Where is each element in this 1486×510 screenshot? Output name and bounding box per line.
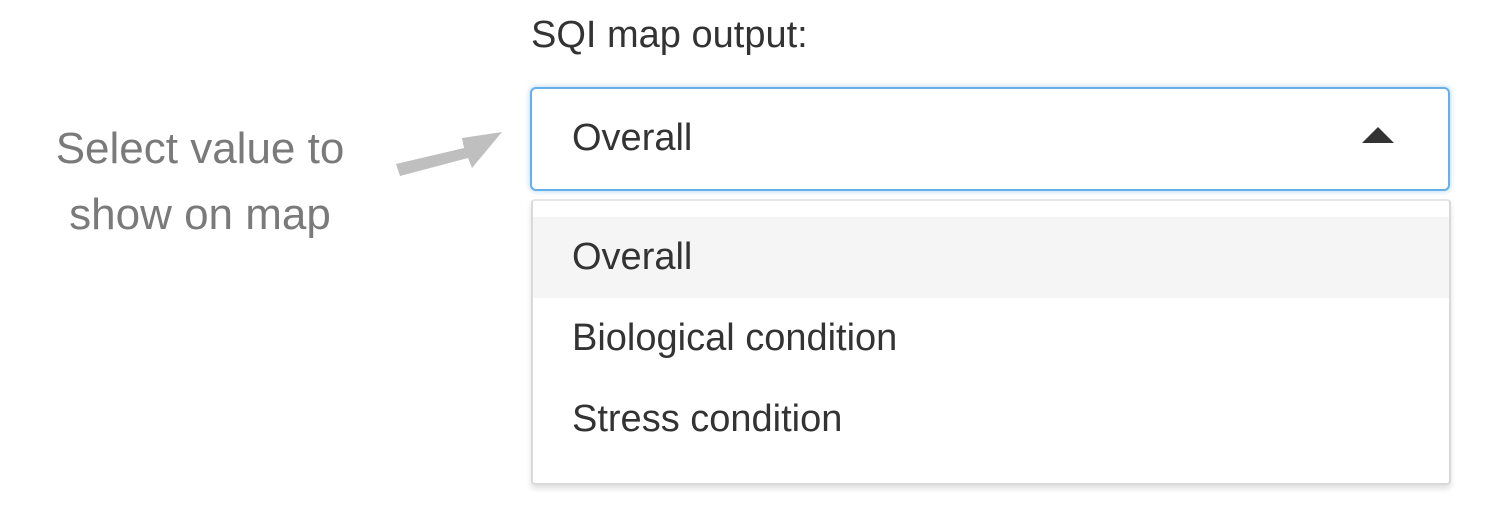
arrow-right-icon — [396, 132, 502, 176]
select-dropdown-menu: Overall Biological condition Stress cond… — [531, 199, 1451, 485]
option-stress-condition[interactable]: Stress condition — [572, 398, 843, 440]
caret-up-icon[interactable] — [1362, 127, 1394, 143]
sqi-map-output-select[interactable]: Overall — [530, 87, 1450, 191]
option-overall[interactable]: Overall — [533, 217, 1449, 298]
annotation-text: Select value to show on map — [55, 124, 345, 239]
option-biological-condition[interactable]: Biological condition — [572, 317, 898, 359]
select-current-value: Overall — [572, 117, 693, 159]
field-label: SQI map output: — [531, 14, 808, 56]
